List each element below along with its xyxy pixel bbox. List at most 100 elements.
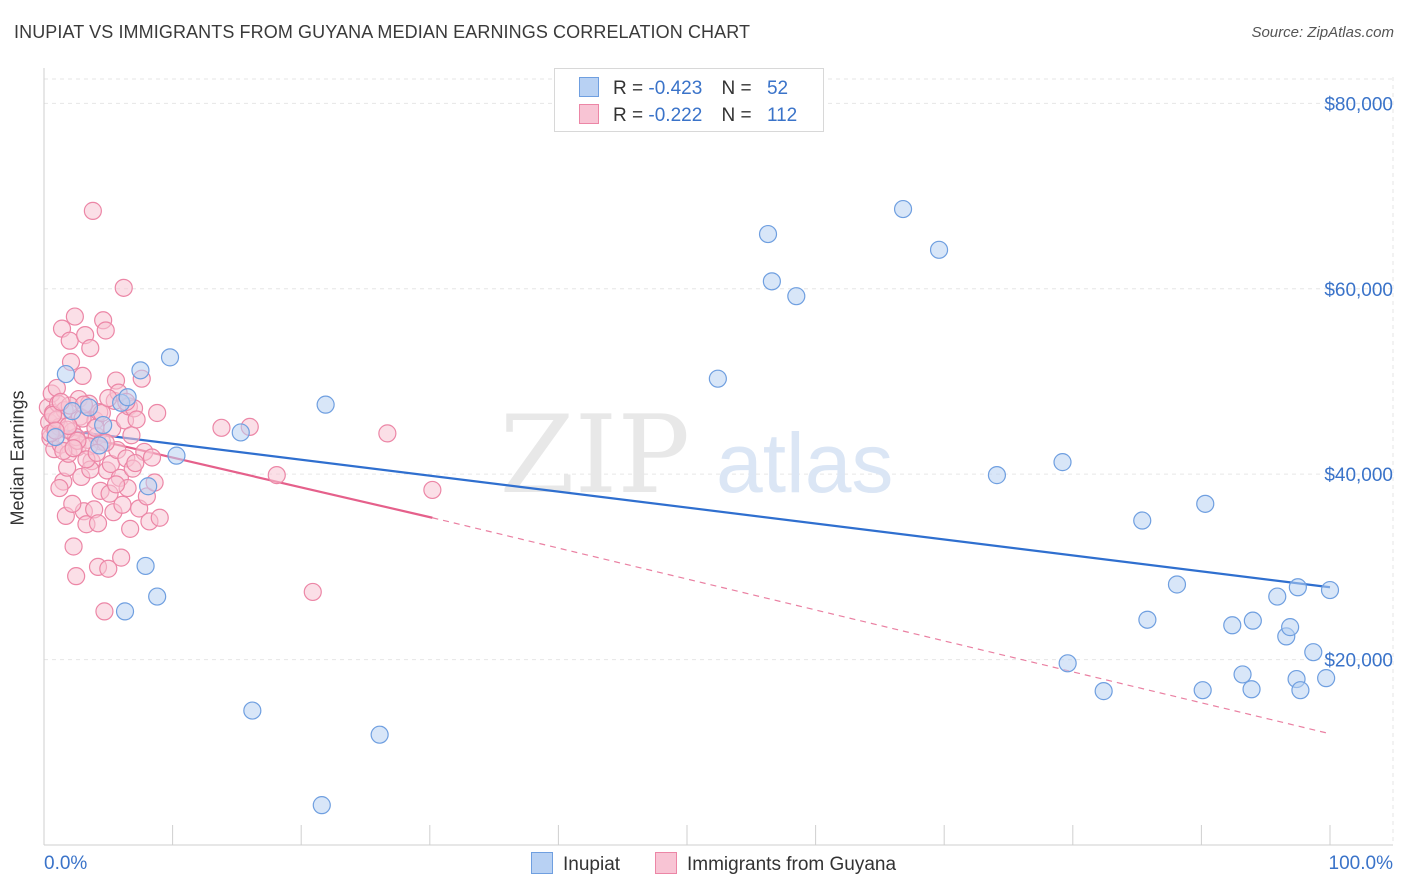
guyana-point <box>148 403 167 423</box>
inupiat-point <box>370 725 389 744</box>
guyana-point <box>126 453 145 473</box>
guyana-point <box>122 426 141 445</box>
guyana-point <box>73 366 92 386</box>
inupiat-point <box>1317 669 1336 688</box>
guyana-r-label: R = <box>613 105 644 126</box>
source-label: Source: ZipAtlas.com <box>1251 24 1394 41</box>
guyana-point <box>50 478 69 498</box>
inupiat-point <box>167 446 186 465</box>
guyana-trend-extension <box>432 517 1331 735</box>
inupiat-trend-line <box>43 426 1331 589</box>
inupiat-point <box>312 796 331 815</box>
x-tick-label-max: 100.0% <box>1329 853 1394 874</box>
inupiat-point <box>1243 611 1262 630</box>
guyana-point <box>127 410 146 429</box>
y-tick-label: $60,000 <box>1324 280 1393 301</box>
inupiat-point <box>987 466 1007 485</box>
inupiat-point <box>139 477 158 496</box>
guyana-point <box>267 466 286 485</box>
legend-row-inupiat: R = -0.423 N = 52 <box>579 77 788 100</box>
guyana-point <box>63 494 82 513</box>
inupiat-point <box>115 602 135 621</box>
inupiat-point <box>160 348 180 367</box>
legend-guyana: Immigrants from Guyana <box>655 852 896 876</box>
inupiat-point <box>136 556 155 576</box>
watermark-atlas: atlas <box>716 416 893 510</box>
watermark: ZIP atlas <box>500 393 894 518</box>
guyana-point <box>423 480 442 500</box>
guyana-n-label: N = <box>721 105 752 126</box>
inupiat-point <box>1288 578 1307 597</box>
guyana-point <box>106 475 126 494</box>
inupiat-point <box>762 272 781 291</box>
inupiat-point <box>1138 610 1157 629</box>
guyana-point <box>121 519 140 538</box>
inupiat-points <box>46 199 1340 815</box>
legend-row-guyana: R = -0.222 N = 112 <box>579 104 797 127</box>
inupiat-point <box>893 199 913 219</box>
guyana-point <box>112 548 131 567</box>
inupiat-point <box>56 364 75 384</box>
inupiat-point <box>79 398 99 417</box>
y-tick-label: $80,000 <box>1324 94 1393 115</box>
inupiat-point <box>1094 682 1113 701</box>
inupiat-point <box>1133 511 1152 530</box>
inupiat-n-value: 52 <box>766 78 789 99</box>
guyana-point <box>142 448 162 467</box>
inupiat-point <box>46 427 65 447</box>
inupiat-swatch <box>579 77 599 97</box>
correlation-legend: R = -0.423 N = 52 R = -0.222 N = 112 <box>554 68 824 132</box>
guyana-point <box>99 559 118 578</box>
axes <box>43 68 1393 846</box>
guyana-point <box>67 567 86 586</box>
inupiat-r-label: R = <box>613 78 644 99</box>
y-tick-label: $20,000 <box>1324 651 1393 672</box>
inupiat-point <box>90 436 109 455</box>
guyana-points <box>38 201 442 621</box>
inupiat-point <box>1223 616 1242 635</box>
inupiat-point <box>1291 681 1310 700</box>
inupiat-point <box>1242 680 1261 699</box>
inupiat-n-label: N = <box>721 78 752 99</box>
guyana-point <box>212 418 231 437</box>
guyana-point <box>64 537 83 556</box>
guyana-point <box>303 582 322 602</box>
inupiat-point <box>94 415 113 435</box>
guyana-point <box>96 321 115 340</box>
chart-title: INUPIAT VS IMMIGRANTS FROM GUYANA MEDIAN… <box>14 22 751 42</box>
guyana-n-value: 112 <box>766 105 798 126</box>
inupiat-point <box>131 361 150 380</box>
y-tick-label: $40,000 <box>1324 465 1393 486</box>
inupiat-point <box>231 423 250 442</box>
inupiat-point <box>1193 681 1212 700</box>
inupiat-point <box>929 240 949 259</box>
watermark-zip: ZIP <box>500 393 690 518</box>
x-tick-labels: 0.0% 100.0% <box>44 853 1393 874</box>
inupiat-point <box>708 369 727 388</box>
legend-inupiat-label: Inupiat <box>563 854 621 875</box>
inupiat-point <box>1233 665 1252 684</box>
guyana-point <box>88 514 108 533</box>
guyana-point <box>378 424 397 443</box>
inupiat-point <box>1167 575 1187 594</box>
inupiat-point <box>1304 643 1323 662</box>
inupiat-point <box>1268 587 1287 606</box>
inupiat-point <box>1320 580 1340 600</box>
inupiat-r-value: -0.423 <box>648 78 703 99</box>
legend-inupiat: Inupiat <box>531 852 620 876</box>
legend-inupiat-swatch <box>531 852 553 874</box>
inupiat-point <box>63 402 82 421</box>
guyana-point <box>81 338 100 358</box>
guyana-r-value: -0.222 <box>648 105 703 126</box>
y-axis-label: Median Earnings <box>7 390 28 526</box>
inupiat-point <box>1058 654 1077 673</box>
y-tick-labels: $20,000 $40,000 $60,000 $80,000 <box>1324 94 1393 671</box>
guyana-point <box>83 201 102 220</box>
legend-guyana-label: Immigrants from Guyana <box>687 854 897 875</box>
guyana-point <box>65 307 84 326</box>
inupiat-point <box>148 587 167 606</box>
guyana-point <box>114 278 133 297</box>
guyana-point <box>95 602 114 621</box>
inupiat-point <box>1196 494 1215 513</box>
